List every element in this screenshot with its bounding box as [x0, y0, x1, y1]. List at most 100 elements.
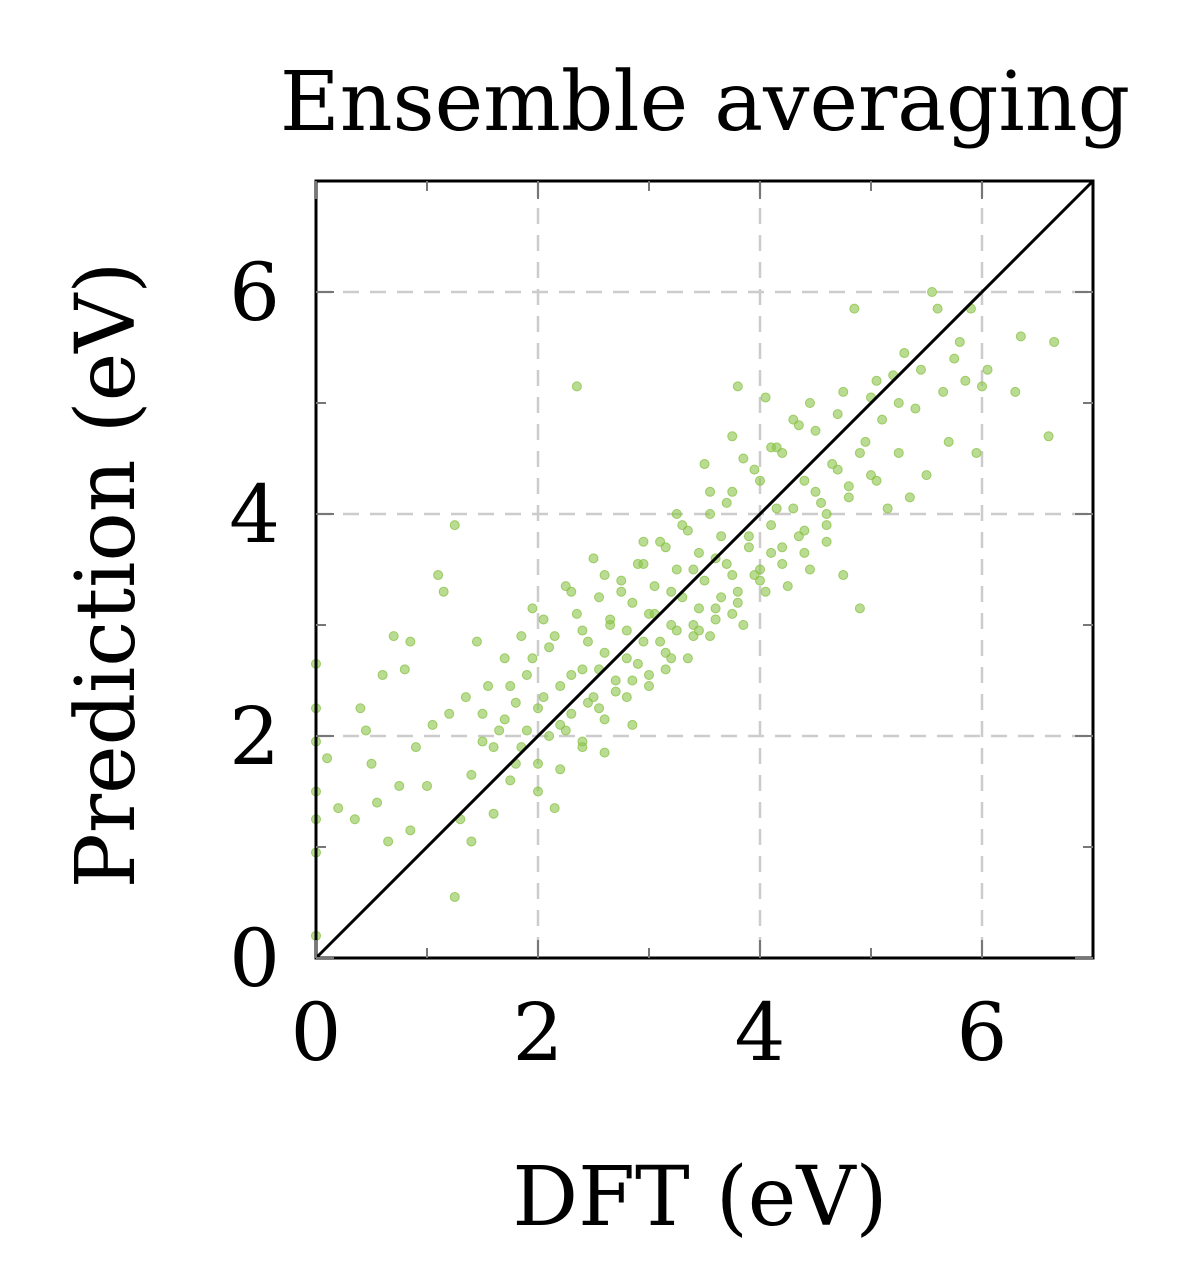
data-point	[505, 775, 516, 786]
data-point	[710, 603, 721, 614]
data-point	[516, 631, 527, 642]
data-point	[816, 497, 827, 508]
data-point	[799, 475, 810, 486]
data-point	[832, 464, 843, 475]
data-point	[716, 531, 727, 542]
data-point	[743, 542, 754, 553]
data-point	[571, 608, 582, 619]
data-point	[383, 836, 394, 847]
data-point	[693, 625, 704, 636]
y-tick-label: 6	[229, 246, 280, 339]
data-point	[1015, 331, 1026, 342]
data-point	[1049, 336, 1060, 347]
data-point	[738, 453, 749, 464]
data-point	[544, 642, 555, 653]
data-point	[377, 669, 388, 680]
data-point	[610, 686, 621, 697]
data-point	[710, 614, 721, 625]
axis-ticks: 0 2 4 6 0 2 4 6	[229, 181, 1093, 1079]
data-point	[693, 547, 704, 558]
data-point	[544, 731, 555, 741]
data-point	[716, 592, 727, 603]
data-point	[644, 608, 654, 619]
data-point	[577, 625, 588, 636]
data-point	[366, 758, 377, 769]
data-point	[433, 570, 444, 581]
data-point	[533, 758, 543, 769]
data-point	[960, 375, 971, 386]
data-point	[838, 386, 849, 397]
data-point	[732, 597, 743, 608]
data-point	[904, 492, 915, 503]
data-point	[799, 525, 810, 536]
data-point	[954, 336, 965, 347]
data-point	[705, 486, 716, 497]
data-point	[943, 436, 954, 447]
data-point	[538, 614, 549, 625]
data-point	[549, 631, 560, 642]
data-point	[410, 742, 421, 753]
data-point	[605, 614, 616, 625]
data-point	[982, 364, 993, 375]
data-point	[466, 769, 477, 780]
data-point	[899, 348, 910, 359]
data-point	[727, 431, 738, 442]
data-point	[566, 586, 577, 597]
data-point	[660, 542, 671, 553]
data-point	[477, 736, 488, 747]
data-point	[932, 303, 943, 314]
chart-title: Ensemble averaging	[280, 55, 1130, 150]
data-point	[621, 653, 632, 664]
data-point	[721, 497, 732, 508]
data-point	[804, 564, 815, 575]
data-point	[477, 708, 488, 719]
data-point	[810, 425, 821, 436]
data-point	[804, 398, 815, 408]
data-point	[499, 714, 510, 725]
data-point	[349, 814, 360, 825]
data-point	[494, 725, 505, 736]
data-point	[832, 409, 843, 420]
data-point	[621, 625, 632, 636]
data-point	[666, 620, 677, 630]
data-point	[533, 786, 543, 797]
x-tick-label: 4	[735, 986, 786, 1079]
data-point	[394, 780, 405, 791]
data-point	[599, 570, 610, 581]
data-point	[405, 636, 416, 647]
data-point	[682, 653, 693, 664]
data-point	[488, 808, 499, 819]
x-tick-label: 6	[957, 986, 1008, 1079]
data-point	[893, 398, 904, 408]
data-point	[854, 447, 865, 458]
data-point	[533, 703, 543, 714]
data-point	[771, 503, 782, 514]
data-point	[521, 669, 532, 680]
data-point	[949, 353, 960, 364]
data-point	[466, 836, 477, 847]
data-point	[766, 520, 777, 531]
data-point	[577, 742, 588, 753]
data-point	[671, 564, 682, 575]
data-point	[660, 647, 671, 658]
data-point	[882, 503, 893, 514]
data-point	[638, 558, 649, 569]
data-point	[638, 536, 649, 547]
data-point	[755, 575, 765, 586]
data-point	[766, 547, 777, 558]
data-point	[627, 597, 638, 608]
data-point	[599, 714, 610, 725]
data-point	[777, 558, 788, 569]
data-point	[760, 586, 771, 597]
data-point	[821, 520, 832, 531]
data-point	[638, 636, 649, 647]
data-point	[777, 542, 788, 553]
data-point	[843, 481, 854, 492]
data-point	[405, 825, 416, 836]
data-point	[499, 653, 510, 664]
data-point	[788, 503, 799, 514]
y-tick-label: 2	[229, 690, 280, 783]
data-point	[682, 525, 693, 536]
data-point	[610, 675, 621, 686]
data-point	[727, 486, 738, 497]
